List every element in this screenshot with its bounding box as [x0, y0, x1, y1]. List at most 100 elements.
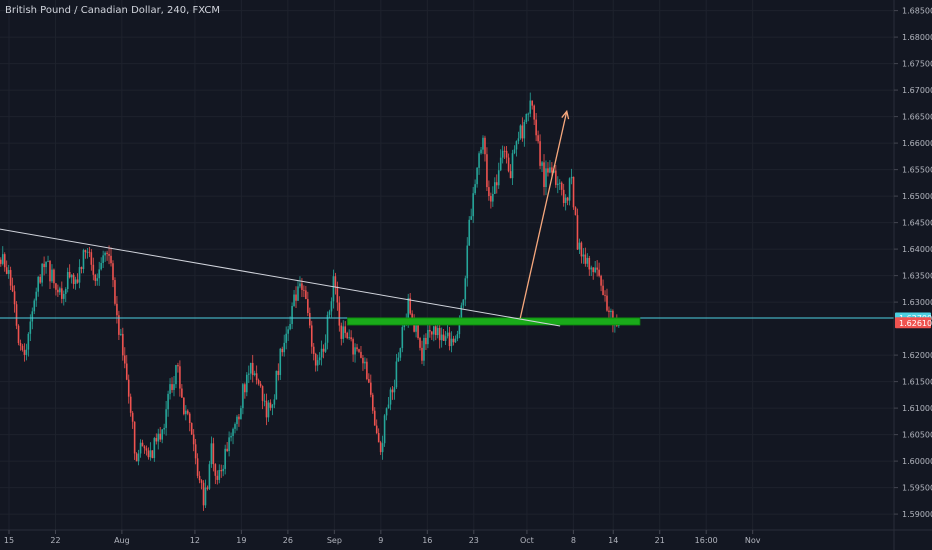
candle[interactable] [86, 251, 89, 253]
candle[interactable] [309, 312, 311, 326]
candle[interactable] [171, 384, 173, 390]
candle[interactable] [480, 149, 482, 154]
candle[interactable] [242, 384, 244, 409]
candle[interactable] [391, 389, 394, 393]
candle[interactable] [358, 349, 360, 352]
candle[interactable] [352, 339, 354, 355]
candle[interactable] [127, 379, 130, 397]
candle[interactable] [460, 305, 463, 319]
candle[interactable] [249, 362, 252, 374]
candle[interactable] [145, 448, 148, 451]
candle[interactable] [458, 318, 461, 335]
candle[interactable] [202, 482, 205, 506]
candle[interactable] [322, 348, 325, 352]
candle[interactable] [232, 428, 234, 436]
candle[interactable] [208, 464, 211, 489]
candle[interactable] [409, 298, 411, 314]
candle[interactable] [240, 408, 242, 420]
candle[interactable] [547, 168, 549, 173]
candle[interactable] [462, 299, 465, 306]
candle[interactable] [328, 311, 331, 315]
candle[interactable] [120, 333, 122, 335]
candle[interactable] [533, 105, 535, 120]
candle[interactable] [519, 125, 522, 139]
candle[interactable] [425, 337, 427, 345]
candle[interactable] [55, 283, 57, 290]
candle[interactable] [385, 408, 388, 416]
candle[interactable] [476, 167, 478, 185]
candle[interactable] [464, 278, 467, 300]
candle[interactable] [602, 285, 604, 296]
candle[interactable] [310, 325, 313, 347]
candle[interactable] [273, 399, 276, 405]
candle[interactable] [186, 410, 189, 414]
candle[interactable] [74, 279, 77, 285]
candle[interactable] [246, 374, 248, 393]
candle[interactable] [427, 330, 429, 345]
candle[interactable] [521, 125, 524, 139]
candle[interactable] [15, 304, 18, 326]
candle[interactable] [466, 245, 469, 279]
candle[interactable] [165, 409, 167, 428]
candle[interactable] [277, 370, 280, 375]
candle[interactable] [537, 135, 539, 142]
candle[interactable] [289, 323, 291, 330]
candle[interactable] [123, 355, 126, 364]
candle[interactable] [76, 279, 79, 283]
candle[interactable] [505, 150, 508, 158]
candle[interactable] [131, 412, 134, 422]
candle[interactable] [153, 438, 156, 459]
candle[interactable] [362, 357, 364, 364]
candle[interactable] [584, 254, 587, 264]
candle[interactable] [334, 276, 337, 287]
candle[interactable] [590, 267, 593, 270]
candle[interactable] [135, 453, 138, 462]
candle[interactable] [163, 427, 165, 430]
candle[interactable] [159, 433, 162, 440]
candle[interactable] [0, 259, 2, 264]
candle[interactable] [495, 182, 498, 186]
candle[interactable] [141, 442, 144, 447]
candle[interactable] [247, 373, 250, 375]
candle[interactable] [423, 337, 425, 361]
candle[interactable] [555, 170, 557, 185]
candle[interactable] [13, 291, 16, 305]
candle[interactable] [456, 334, 459, 339]
candle[interactable] [43, 263, 45, 268]
candle[interactable] [511, 153, 514, 179]
candle[interactable] [149, 450, 152, 458]
candle[interactable] [330, 301, 333, 312]
candle[interactable] [244, 384, 246, 393]
candle[interactable] [228, 437, 230, 452]
candle[interactable] [66, 271, 69, 290]
candle[interactable] [118, 315, 120, 335]
candle[interactable] [291, 306, 293, 324]
candle[interactable] [364, 361, 366, 364]
candle[interactable] [271, 404, 274, 408]
candle[interactable] [450, 338, 453, 347]
candle[interactable] [157, 433, 160, 442]
candle[interactable] [125, 363, 128, 380]
candle[interactable] [183, 397, 185, 415]
candle[interactable] [588, 257, 591, 270]
candle[interactable] [253, 373, 256, 375]
candle[interactable] [279, 348, 282, 375]
candle[interactable] [206, 487, 209, 489]
candle[interactable] [133, 421, 136, 454]
candle[interactable] [230, 435, 232, 438]
candle[interactable] [305, 290, 307, 300]
candle[interactable] [188, 413, 191, 424]
candle[interactable] [381, 443, 384, 453]
candle[interactable] [541, 162, 543, 166]
candle[interactable] [549, 167, 551, 173]
candle[interactable] [440, 334, 443, 341]
candle[interactable] [490, 196, 492, 202]
candle[interactable] [604, 295, 606, 296]
candle[interactable] [283, 342, 286, 353]
candle[interactable] [251, 362, 254, 375]
candle[interactable] [387, 404, 390, 409]
candle[interactable] [486, 154, 488, 188]
candle[interactable] [543, 162, 545, 188]
candle[interactable] [1, 254, 4, 264]
